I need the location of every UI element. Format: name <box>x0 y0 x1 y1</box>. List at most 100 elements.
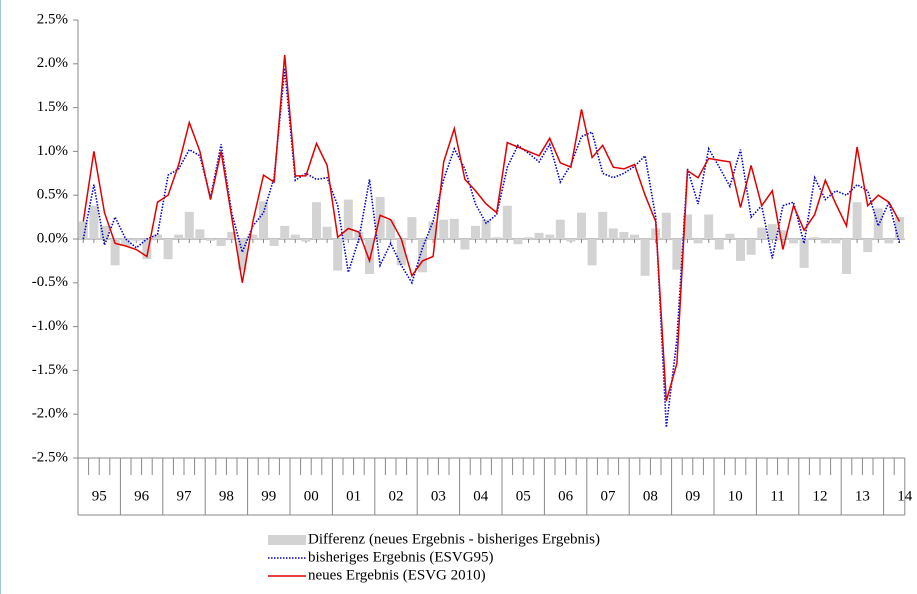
x-tick-label: 05 <box>516 488 531 504</box>
bar <box>852 202 862 239</box>
y-tick-label: 0.0% <box>37 230 68 246</box>
bar <box>799 239 809 268</box>
legend-swatch <box>268 535 306 545</box>
bar <box>492 237 502 239</box>
x-tick-label: 10 <box>728 488 743 504</box>
bar <box>534 232 544 239</box>
bar <box>545 234 555 239</box>
bar <box>672 239 682 270</box>
y-tick-label: 2.5% <box>37 11 68 27</box>
bar <box>216 239 226 247</box>
x-tick-label: 03 <box>431 488 446 504</box>
x-tick-label: 01 <box>346 488 361 504</box>
bar <box>683 214 692 239</box>
bar <box>121 239 131 247</box>
bar <box>566 239 576 242</box>
x-tick-label: 13 <box>855 488 870 504</box>
y-tick-label: -2.0% <box>32 406 68 422</box>
bar <box>789 239 798 244</box>
bar <box>333 239 343 271</box>
bar <box>428 221 438 239</box>
bar <box>195 229 205 239</box>
bar <box>227 231 237 239</box>
bar <box>630 234 639 239</box>
bar <box>555 219 565 239</box>
legend-label: neues Ergebnis (ESVG 2010) <box>308 567 486 583</box>
x-tick-label: 14 <box>897 488 913 504</box>
x-tick-label: 95 <box>92 488 107 504</box>
bar <box>439 219 449 239</box>
bar <box>693 239 703 244</box>
x-tick-label: 12 <box>813 488 828 504</box>
bar <box>110 239 120 266</box>
x-tick-label: 04 <box>473 488 489 504</box>
x-tick-label: 98 <box>219 488 234 504</box>
bar <box>163 239 173 260</box>
bar <box>365 239 374 275</box>
bar <box>725 233 735 239</box>
bar <box>131 239 141 241</box>
y-tick-label: -1.0% <box>32 318 68 334</box>
x-tick-label: 11 <box>770 488 784 504</box>
bar <box>471 225 480 239</box>
bar <box>460 239 470 250</box>
line <box>82 54 901 402</box>
bar <box>322 226 332 239</box>
x-tick-label: 02 <box>389 488 404 504</box>
y-tick-label: 1.5% <box>37 99 68 115</box>
x-tick-label: 99 <box>261 488 276 504</box>
bar <box>884 239 894 244</box>
bar <box>396 239 406 266</box>
y-tick-label: -1.5% <box>32 362 68 378</box>
bar <box>206 239 215 241</box>
bar <box>577 212 586 239</box>
bar <box>746 239 756 255</box>
bar <box>714 239 724 250</box>
x-tick-label: 07 <box>601 488 617 504</box>
bar <box>290 234 300 239</box>
legend-label: bisheriges Ergebnis (ESVG95) <box>308 549 494 565</box>
x-tick-label: 08 <box>643 488 658 504</box>
bar <box>78 221 88 239</box>
bar <box>831 239 841 244</box>
y-tick-label: 2.0% <box>37 55 68 71</box>
bar <box>248 234 258 239</box>
bar <box>513 239 523 245</box>
bar <box>736 239 745 261</box>
x-tick-label: 97 <box>177 488 193 504</box>
bar <box>174 234 184 239</box>
bar <box>863 239 873 253</box>
bar <box>259 201 268 239</box>
bar <box>100 225 109 239</box>
legend-label: Differenz (neues Ergebnis - bisheriges E… <box>308 531 600 547</box>
x-tick-label: 96 <box>134 488 150 504</box>
bar <box>820 239 830 244</box>
bar <box>407 217 417 239</box>
bar <box>184 211 194 239</box>
bar <box>237 239 247 270</box>
y-tick-label: 0.5% <box>37 187 68 203</box>
bar <box>661 212 671 239</box>
bar <box>757 227 767 239</box>
bar <box>418 239 427 273</box>
bar <box>312 202 321 239</box>
bar <box>301 239 311 242</box>
bar <box>640 239 650 276</box>
bar <box>778 230 788 239</box>
bar <box>895 217 904 239</box>
bar <box>619 231 629 239</box>
bar <box>280 225 290 239</box>
bar <box>810 237 820 239</box>
y-tick-label: 1.0% <box>37 143 68 159</box>
bar <box>481 219 491 239</box>
bar <box>269 239 279 247</box>
x-tick-label: 00 <box>304 488 319 504</box>
bar <box>842 239 851 275</box>
bar <box>587 239 597 266</box>
bar <box>89 205 99 239</box>
x-tick-label: 09 <box>685 488 700 504</box>
bar <box>608 228 618 239</box>
line <box>82 68 901 428</box>
bar <box>767 224 777 239</box>
